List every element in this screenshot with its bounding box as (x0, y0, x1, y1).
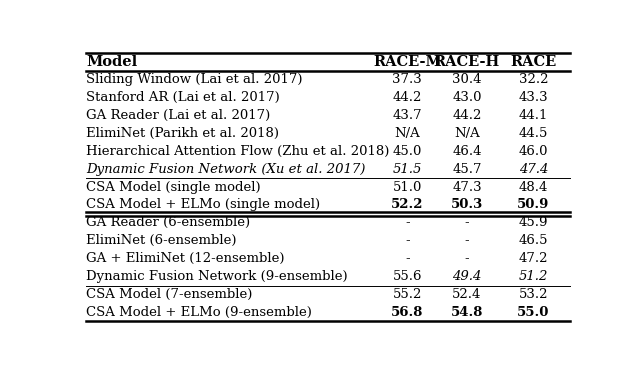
Text: 45.7: 45.7 (452, 163, 482, 176)
Text: CSA Model + ELMo (single model): CSA Model + ELMo (single model) (86, 199, 320, 211)
Text: 47.4: 47.4 (518, 163, 548, 176)
Text: 46.0: 46.0 (518, 145, 548, 158)
Text: Model: Model (86, 55, 137, 69)
Text: 44.2: 44.2 (393, 91, 422, 104)
Text: 44.1: 44.1 (518, 109, 548, 122)
Text: 50.3: 50.3 (451, 199, 483, 211)
Text: 37.3: 37.3 (392, 73, 422, 86)
Text: -: - (465, 252, 469, 265)
Text: 54.8: 54.8 (451, 306, 483, 319)
Text: Dynamic Fusion Network (Xu et al. 2017): Dynamic Fusion Network (Xu et al. 2017) (86, 163, 365, 176)
Text: 44.2: 44.2 (452, 109, 481, 122)
Text: N/A: N/A (394, 127, 420, 140)
Text: -: - (465, 216, 469, 230)
Text: 46.4: 46.4 (452, 145, 482, 158)
Text: N/A: N/A (454, 127, 480, 140)
Text: 52.2: 52.2 (391, 199, 424, 211)
Text: 30.4: 30.4 (452, 73, 482, 86)
Text: 44.5: 44.5 (518, 127, 548, 140)
Text: 51.0: 51.0 (393, 180, 422, 194)
Text: Stanford AR (Lai et al. 2017): Stanford AR (Lai et al. 2017) (86, 91, 280, 104)
Text: 50.9: 50.9 (517, 199, 550, 211)
Text: -: - (465, 234, 469, 247)
Text: 49.4: 49.4 (452, 270, 481, 283)
Text: RACE-H: RACE-H (434, 55, 500, 69)
Text: CSA Model (7-ensemble): CSA Model (7-ensemble) (86, 288, 252, 301)
Text: 55.2: 55.2 (393, 288, 422, 301)
Text: 47.2: 47.2 (518, 252, 548, 265)
Text: -: - (405, 252, 410, 265)
Text: 55.6: 55.6 (392, 270, 422, 283)
Text: 56.8: 56.8 (391, 306, 424, 319)
Text: 51.2: 51.2 (518, 270, 548, 283)
Text: GA + ElimiNet (12-ensemble): GA + ElimiNet (12-ensemble) (86, 252, 284, 265)
Text: 43.7: 43.7 (392, 109, 422, 122)
Text: 47.3: 47.3 (452, 180, 482, 194)
Text: ElimiNet (Parikh et al. 2018): ElimiNet (Parikh et al. 2018) (86, 127, 279, 140)
Text: GA Reader (Lai et al. 2017): GA Reader (Lai et al. 2017) (86, 109, 270, 122)
Text: 46.5: 46.5 (518, 234, 548, 247)
Text: 45.9: 45.9 (518, 216, 548, 230)
Text: CSA Model (single model): CSA Model (single model) (86, 180, 260, 194)
Text: Dynamic Fusion Network (9-ensemble): Dynamic Fusion Network (9-ensemble) (86, 270, 348, 283)
Text: RACE-M: RACE-M (373, 55, 442, 69)
Text: GA Reader (6-ensemble): GA Reader (6-ensemble) (86, 216, 250, 230)
Text: -: - (405, 216, 410, 230)
Text: 48.4: 48.4 (518, 180, 548, 194)
Text: ElimiNet (6-ensemble): ElimiNet (6-ensemble) (86, 234, 236, 247)
Text: CSA Model + ELMo (9-ensemble): CSA Model + ELMo (9-ensemble) (86, 306, 312, 319)
Text: 52.4: 52.4 (452, 288, 481, 301)
Text: Sliding Window (Lai et al. 2017): Sliding Window (Lai et al. 2017) (86, 73, 303, 86)
Text: 55.0: 55.0 (517, 306, 550, 319)
Text: 51.5: 51.5 (393, 163, 422, 176)
Text: 43.0: 43.0 (452, 91, 482, 104)
Text: Hierarchical Attention Flow (Zhu et al. 2018): Hierarchical Attention Flow (Zhu et al. … (86, 145, 389, 158)
Text: 53.2: 53.2 (518, 288, 548, 301)
Text: -: - (405, 234, 410, 247)
Text: RACE: RACE (510, 55, 556, 69)
Text: 32.2: 32.2 (518, 73, 548, 86)
Text: 43.3: 43.3 (518, 91, 548, 104)
Text: 45.0: 45.0 (393, 145, 422, 158)
